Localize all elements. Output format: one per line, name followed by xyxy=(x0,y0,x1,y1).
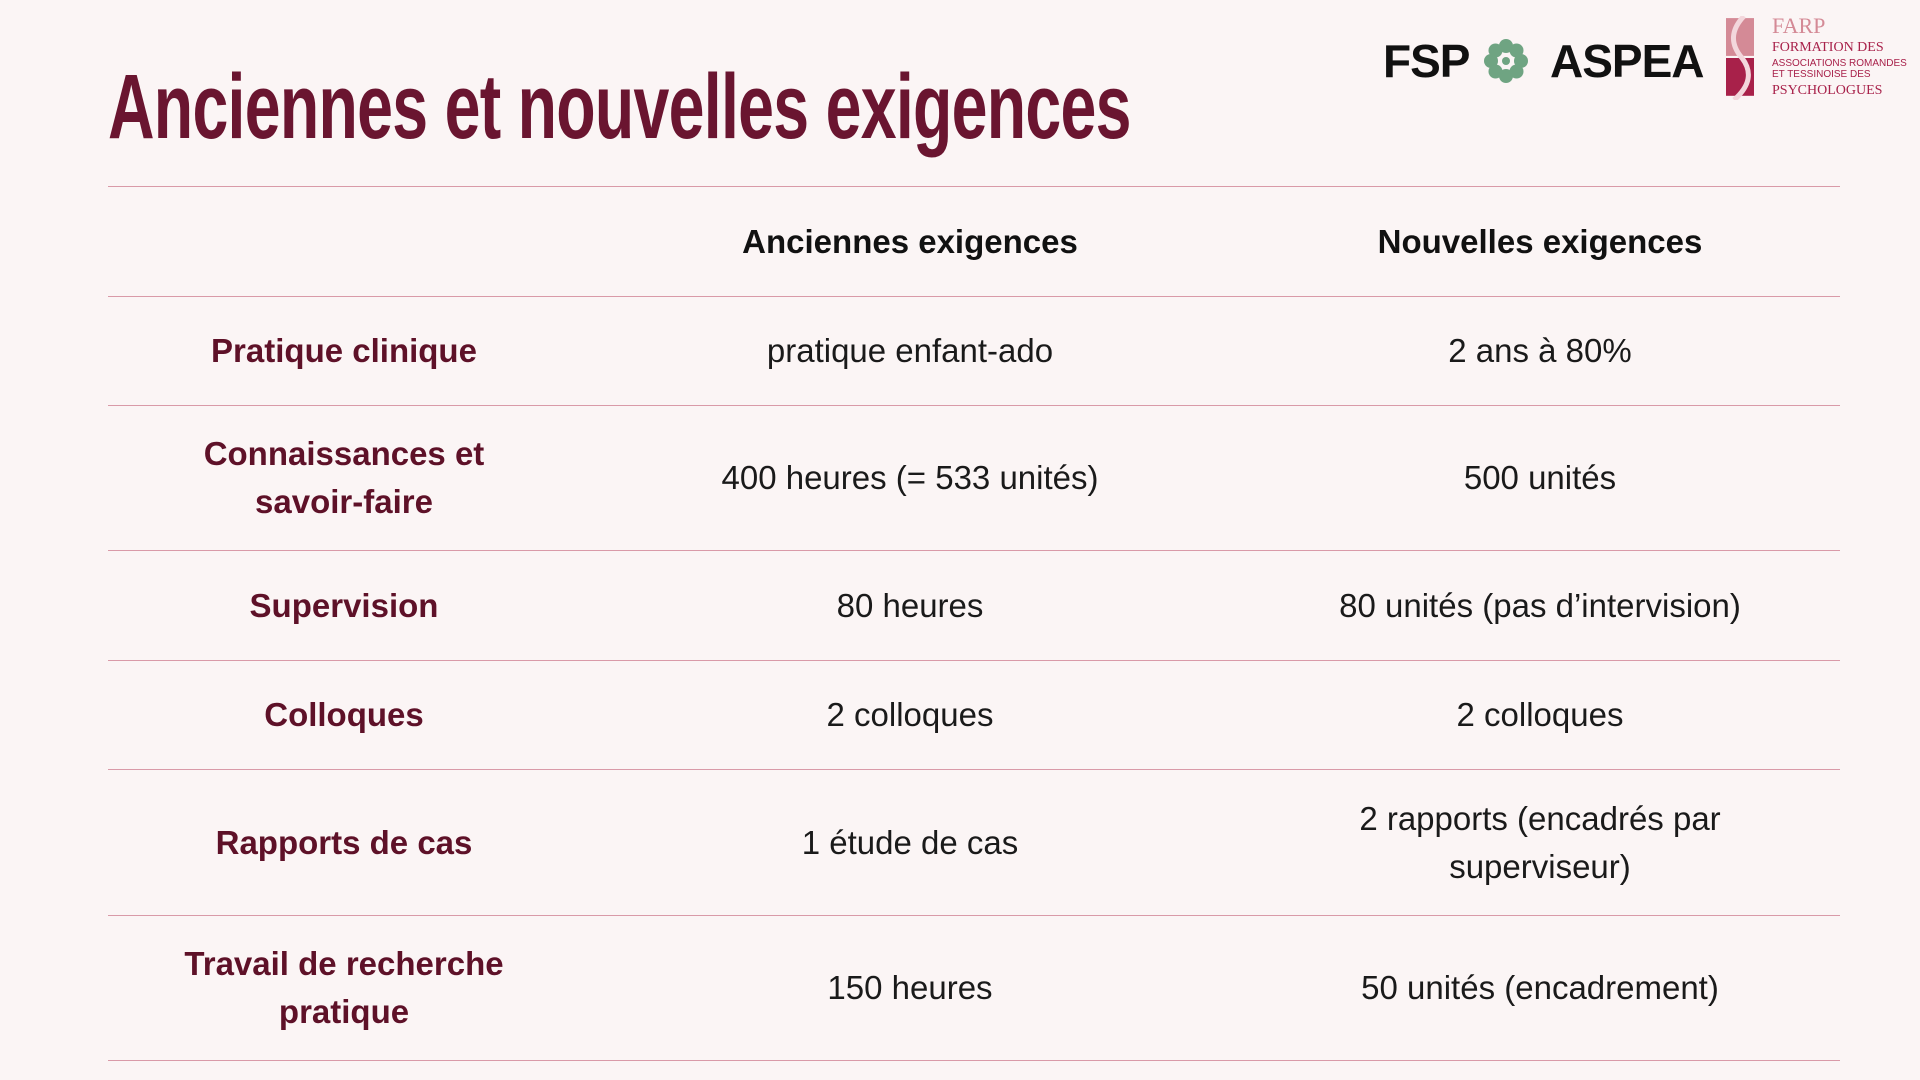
old-value: 2 colloques xyxy=(826,696,994,733)
farp-logo-line1: FORMATION DES xyxy=(1772,40,1884,55)
new-value: 2 colloques xyxy=(1456,696,1624,733)
row-label: Rapports de cas xyxy=(215,823,473,861)
row-label: Travail de recherche pratique xyxy=(184,945,504,1030)
table-row: Travail de recherche pratique 150 heures… xyxy=(108,915,1840,1061)
table-row: Pratique clinique pratique enfant-ado 2 … xyxy=(108,296,1840,405)
old-value: pratique enfant-ado xyxy=(766,332,1054,369)
header-cell-old: Anciennes exigences xyxy=(742,222,1078,260)
table-row: Connaissances et savoir-faire 400 heures… xyxy=(108,405,1840,550)
row-label: Pratique clinique xyxy=(211,332,477,369)
requirements-table: Anciennes exigences Nouvelles exigences … xyxy=(108,186,1840,1061)
row-label: Supervision xyxy=(249,586,439,624)
old-value: 1 étude de cas xyxy=(801,823,1019,861)
new-value: 80 unités (pas d’intervision) xyxy=(1339,586,1741,624)
row-label: Colloques xyxy=(264,696,424,733)
farp-logo-title: FARP xyxy=(1772,13,1826,38)
new-value: 2 rapports (encadrés par superviseur) xyxy=(1359,799,1721,885)
logo-bar: FSP ASPEA FARP FORMATION DES ASSOCIATION… xyxy=(1380,10,1915,110)
header-cell-new: Nouvelles exigences xyxy=(1377,222,1703,260)
table-header-row: Anciennes exigences Nouvelles exigences xyxy=(108,186,1840,296)
farp-mark-icon xyxy=(1726,16,1754,100)
table-row: Colloques 2 colloques 2 colloques xyxy=(108,660,1840,769)
old-value: 150 heures xyxy=(827,969,993,1006)
page-title: Anciennes et nouvelles exigences xyxy=(108,56,1131,158)
farp-logo-line2: ASSOCIATIONS ROMANDES ET TESSINOISE DES xyxy=(1772,58,1907,80)
farp-logo-line3: PSYCHOLOGUES xyxy=(1772,83,1883,98)
new-value: 500 unités xyxy=(1463,459,1617,496)
row-label: Connaissances et savoir-faire xyxy=(203,435,485,520)
old-value: 80 heures xyxy=(836,586,984,624)
table-row: Rapports de cas 1 étude de cas 2 rapport… xyxy=(108,769,1840,915)
aspea-logo: ASPEA xyxy=(1550,35,1704,87)
fsp-logo: FSP xyxy=(1383,35,1470,87)
fsp-flower-icon xyxy=(1484,39,1528,83)
table-row: Supervision 80 heures 80 unités (pas d’i… xyxy=(108,550,1840,660)
old-value: 400 heures (= 533 unités) xyxy=(721,459,1099,496)
new-value: 50 unités (encadrement) xyxy=(1361,969,1719,1006)
new-value: 2 ans à 80% xyxy=(1448,332,1632,369)
